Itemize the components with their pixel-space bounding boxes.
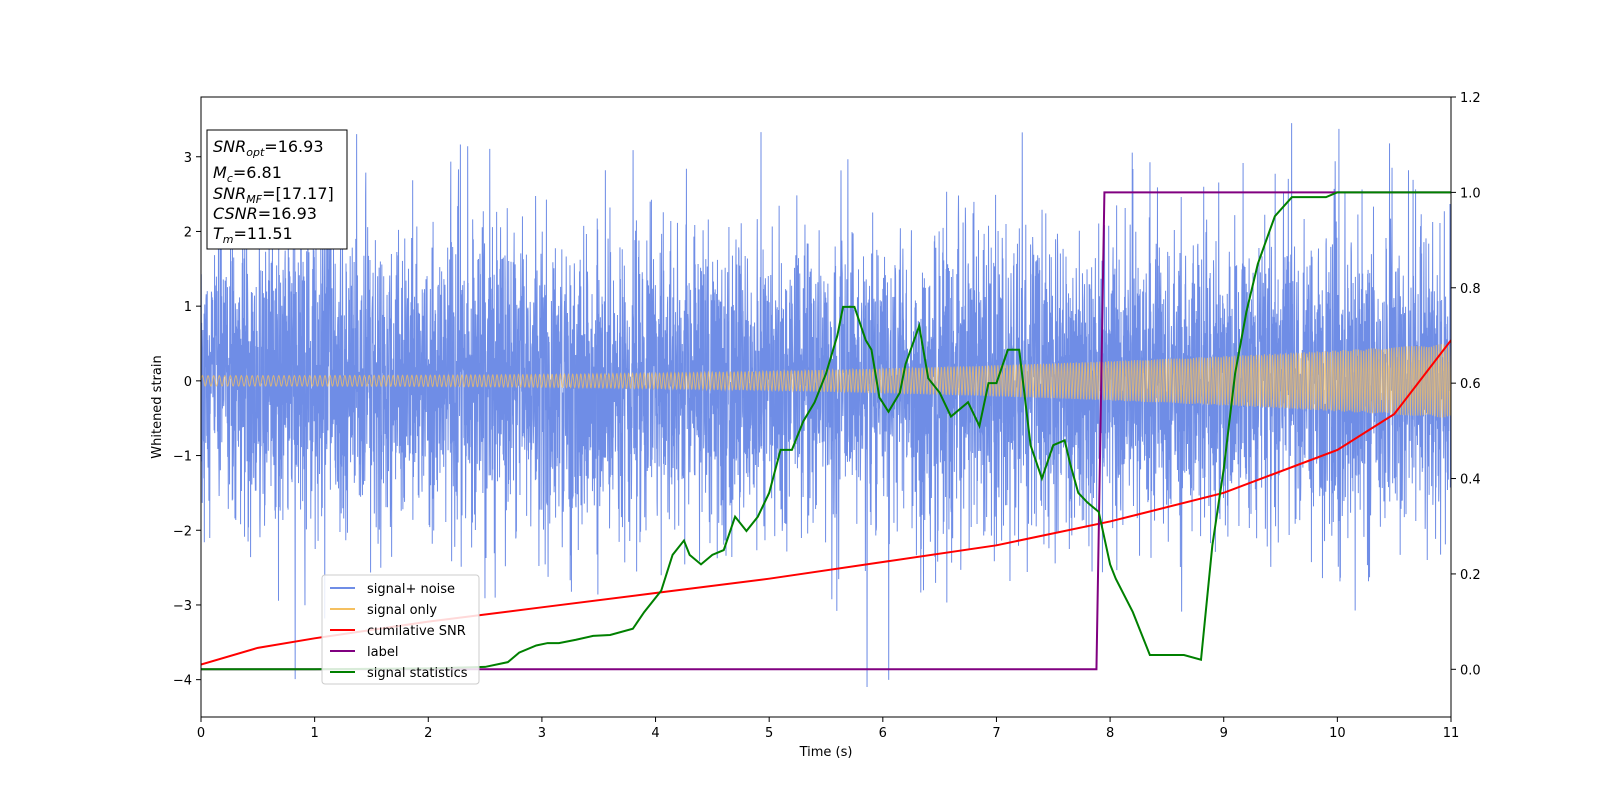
- y2-tick-label: 0.6: [1460, 377, 1481, 392]
- x-tick-label: 4: [651, 726, 659, 741]
- legend: signal+ noise signal only cumilative SNR la…: [321, 574, 480, 685]
- series-signal-noise: [201, 123, 1451, 688]
- y2-tick-label: 0.8: [1460, 282, 1481, 297]
- info-box: SNRopt=16.93 Mc=6.81 SNRMF=[17.17] CSNR=…: [206, 129, 348, 250]
- y-tick-label: −2: [173, 524, 192, 539]
- y2-tick-label: 0.4: [1460, 473, 1481, 488]
- info-snr-mf: SNRMF=[17.17]: [213, 184, 334, 206]
- x-tick-label: 11: [1443, 726, 1460, 741]
- y-tick-label: 3: [184, 151, 192, 166]
- y-axis-right: 0.0 0.2 0.4 0.6 0.8 1.0 1.2: [1451, 91, 1481, 678]
- x-tick-label: 9: [1220, 726, 1228, 741]
- x-tick-label: 7: [992, 726, 1000, 741]
- x-axis-label: Time (s): [799, 745, 853, 760]
- y2-tick-label: 0.0: [1460, 663, 1481, 678]
- x-tick-label: 2: [424, 726, 432, 741]
- y-tick-label: −3: [173, 599, 192, 614]
- legend-label: signal+ noise: [367, 582, 455, 597]
- y2-tick-label: 1.0: [1460, 186, 1481, 201]
- series-label: [201, 191, 1451, 671]
- info-snr-opt: SNRopt=16.93: [213, 137, 324, 159]
- axes-frame: [200, 96, 1452, 718]
- y-tick-label: 0: [184, 375, 192, 390]
- x-axis: 0 1 2 3 4 5 6 7 8 9 10 11: [197, 717, 1459, 741]
- x-tick-label: 3: [538, 726, 546, 741]
- y-tick-label: −1: [173, 450, 192, 465]
- x-tick-label: 1: [310, 726, 318, 741]
- info-tm: Tm=11.51: [213, 224, 293, 246]
- legend-frame: [321, 574, 480, 685]
- y-tick-label: 1: [184, 300, 192, 315]
- legend-label: signal only: [367, 603, 437, 618]
- x-tick-label: 8: [1106, 726, 1114, 741]
- series-signal-statistics: [201, 191, 1451, 671]
- axes-border: [200, 96, 1452, 718]
- x-tick-label: 0: [197, 726, 205, 741]
- y-tick-label: −4: [173, 674, 192, 689]
- y-axis-label: Whitened strain: [150, 355, 165, 458]
- y-tick-label: 2: [184, 225, 192, 240]
- legend-label: signal statistics: [367, 666, 468, 681]
- y-axis-left: −4 −3 −2 −1 0 1 2 3: [173, 151, 201, 689]
- y2-tick-label: 1.2: [1460, 91, 1481, 106]
- y2-tick-label: 0.2: [1460, 568, 1481, 583]
- legend-label: label: [367, 645, 398, 660]
- x-tick-label: 10: [1329, 726, 1346, 741]
- info-csnr: CSNR=16.93: [213, 204, 317, 223]
- info-mc: Mc=6.81: [213, 163, 282, 185]
- legend-label: cumilative SNR: [367, 624, 466, 639]
- x-tick-label: 5: [765, 726, 773, 741]
- x-tick-label: 6: [879, 726, 887, 741]
- info-box-frame: [206, 129, 348, 250]
